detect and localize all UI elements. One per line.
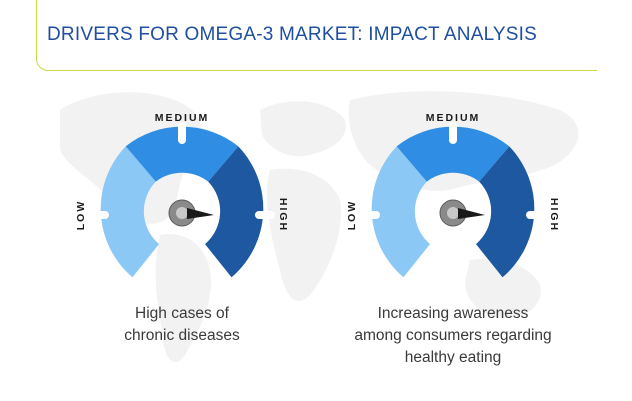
impact-gauge-2: MEDIUM LOW HIGH — [343, 100, 563, 300]
label-high: HIGH — [277, 198, 289, 232]
tick-high — [526, 211, 546, 219]
caption-line: Increasing awareness — [377, 305, 529, 322]
caption-line: chronic diseases — [124, 327, 240, 344]
gauge-segment-medium — [396, 126, 510, 182]
tick-low — [89, 211, 109, 219]
label-low: LOW — [346, 200, 358, 231]
caption-line: healthy eating — [404, 349, 502, 366]
gauge-segment-high — [205, 146, 264, 278]
tick-low — [360, 211, 380, 219]
caption-line: among consumers regarding — [354, 327, 552, 344]
title-frame — [36, 0, 597, 71]
gauge-segment-low — [100, 146, 159, 278]
tick-medium — [178, 122, 186, 144]
driver-caption-2: Increasing awareness among consumers reg… — [333, 303, 573, 369]
tick-medium — [449, 122, 457, 144]
label-low: LOW — [75, 200, 87, 231]
gauge-segment-low — [371, 146, 430, 278]
gauge-segment-medium — [125, 126, 239, 182]
needle-icon — [187, 208, 214, 219]
gauge-segment-high — [476, 146, 535, 278]
label-medium: MEDIUM — [426, 112, 481, 124]
caption-line: High cases of — [135, 305, 229, 322]
needle-icon — [458, 208, 485, 219]
page-title: DRIVERS FOR OMEGA-3 MARKET: IMPACT ANALY… — [47, 24, 538, 45]
label-high: HIGH — [548, 198, 560, 232]
tick-high — [255, 211, 275, 219]
label-medium: MEDIUM — [155, 112, 210, 124]
impact-gauge-1: MEDIUM LOW HIGH — [72, 100, 292, 300]
driver-caption-1: High cases of chronic diseases — [82, 303, 282, 347]
